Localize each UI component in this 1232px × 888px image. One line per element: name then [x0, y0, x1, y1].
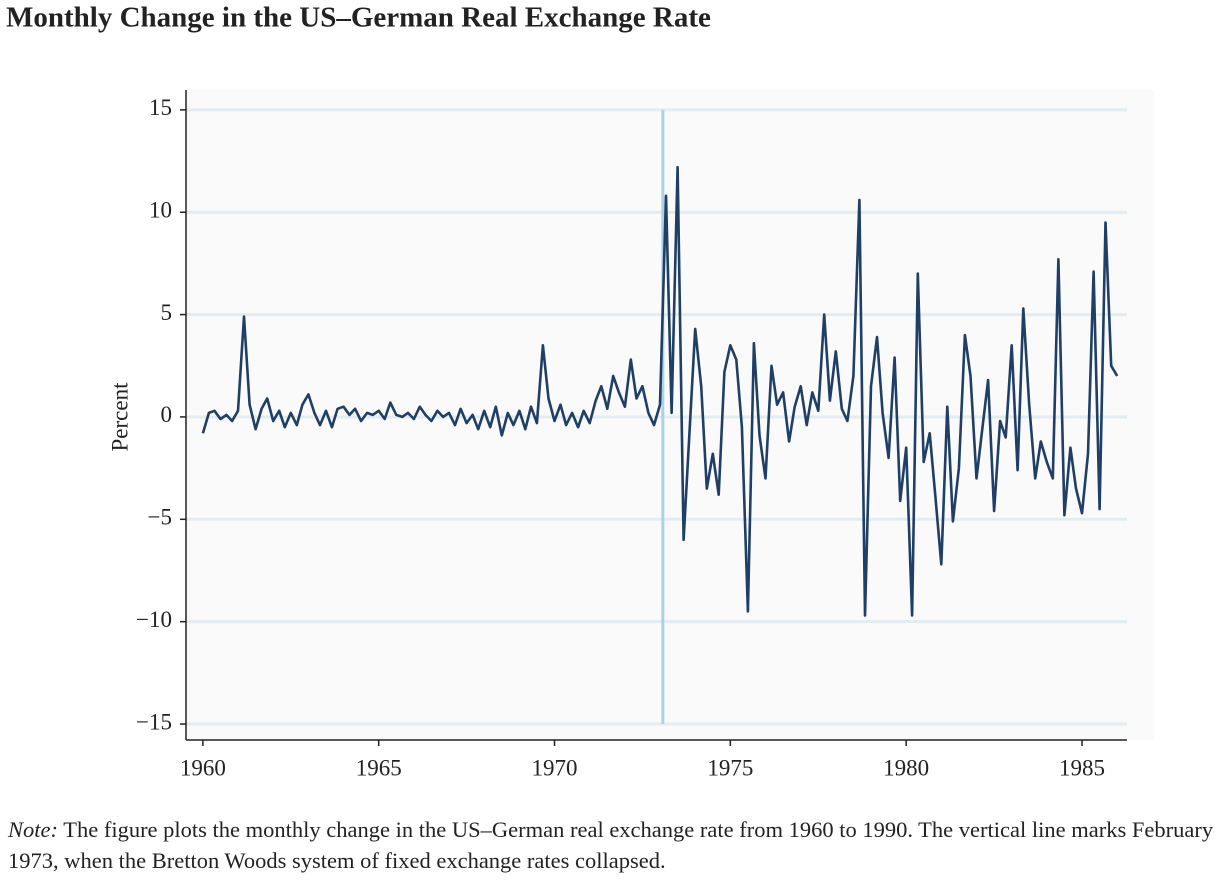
- y-tick-label: 10: [149, 198, 172, 223]
- y-axis-label: Percent: [107, 382, 132, 452]
- y-tick-label: −5: [148, 505, 172, 530]
- x-tick-label: 1965: [356, 755, 402, 780]
- x-tick-label: 1985: [1059, 755, 1105, 780]
- chart: Monthly Change in the US–German Real Exc…: [6, 1, 1154, 781]
- y-tick-label: 5: [161, 300, 173, 325]
- chart-title: Monthly Change in the US–German Real Exc…: [6, 2, 711, 34]
- y-tick-label: 0: [161, 402, 173, 427]
- x-tick-label: 1980: [883, 755, 929, 780]
- note: Note: The figure plots the monthly chang…: [8, 814, 1228, 876]
- data-line: [201, 165, 1119, 617]
- x-tick-label: 1970: [532, 755, 578, 780]
- plot-background: [186, 90, 1154, 740]
- y-tick-label: −15: [136, 709, 172, 734]
- note-text: The figure plots the monthly change in t…: [8, 817, 1214, 873]
- y-tick-label: 15: [149, 95, 172, 120]
- note-prefix: Note:: [8, 817, 58, 842]
- x-tick-label: 1975: [707, 755, 753, 780]
- x-tick-label: 1960: [180, 755, 226, 780]
- y-tick-label: −10: [136, 607, 172, 632]
